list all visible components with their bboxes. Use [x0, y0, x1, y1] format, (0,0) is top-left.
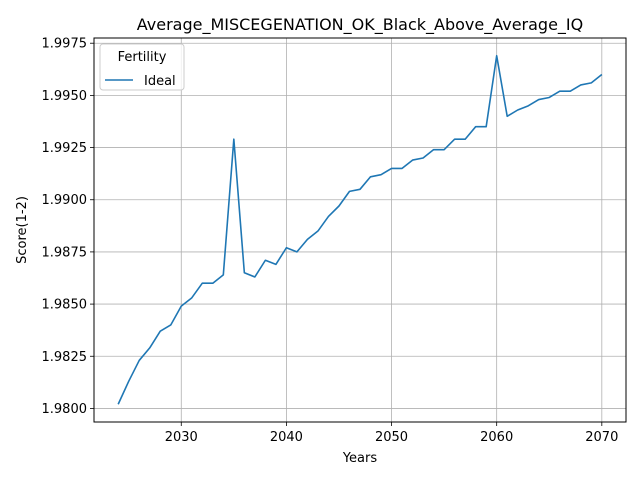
axes-frame — [93, 37, 627, 423]
x-tick-label: 2060 — [480, 430, 513, 445]
y-axis-ticks: 1.9800 1.9825 1.9850 1.9875 1.9900 1.9925 1.99… — [42, 37, 94, 417]
series-layer — [117, 54, 603, 405]
y-tick-label: 1.9875 — [42, 245, 88, 260]
y-axis-label: Score(1-2) — [15, 196, 30, 264]
x-tick-label: 2070 — [585, 430, 618, 445]
x-tick-label: 2030 — [165, 430, 198, 445]
x-axis-label: Years — [342, 451, 378, 466]
x-tick-label: 2050 — [375, 430, 408, 445]
y-tick-label: 1.9850 — [42, 298, 88, 313]
y-tick-label: 1.9950 — [42, 89, 88, 104]
legend: Fertility Ideal — [99, 43, 185, 91]
x-axis-ticks: 2030 2040 2050 2060 2070 — [165, 422, 618, 445]
y-tick-label: 1.9925 — [42, 141, 88, 156]
y-tick-label: 1.9800 — [42, 402, 88, 417]
legend-box — [99, 43, 185, 91]
legend-title: Fertility — [118, 50, 167, 65]
grid — [94, 38, 626, 422]
chart-title: Average_MISCEGENATION_OK_Black_Above_Ave… — [137, 15, 584, 35]
y-tick-label: 1.9975 — [42, 37, 88, 52]
x-tick-label: 2040 — [270, 430, 303, 445]
y-tick-label: 1.9825 — [42, 350, 88, 365]
legend-label-ideal: Ideal — [144, 74, 176, 89]
y-tick-label: 1.9900 — [42, 193, 88, 208]
